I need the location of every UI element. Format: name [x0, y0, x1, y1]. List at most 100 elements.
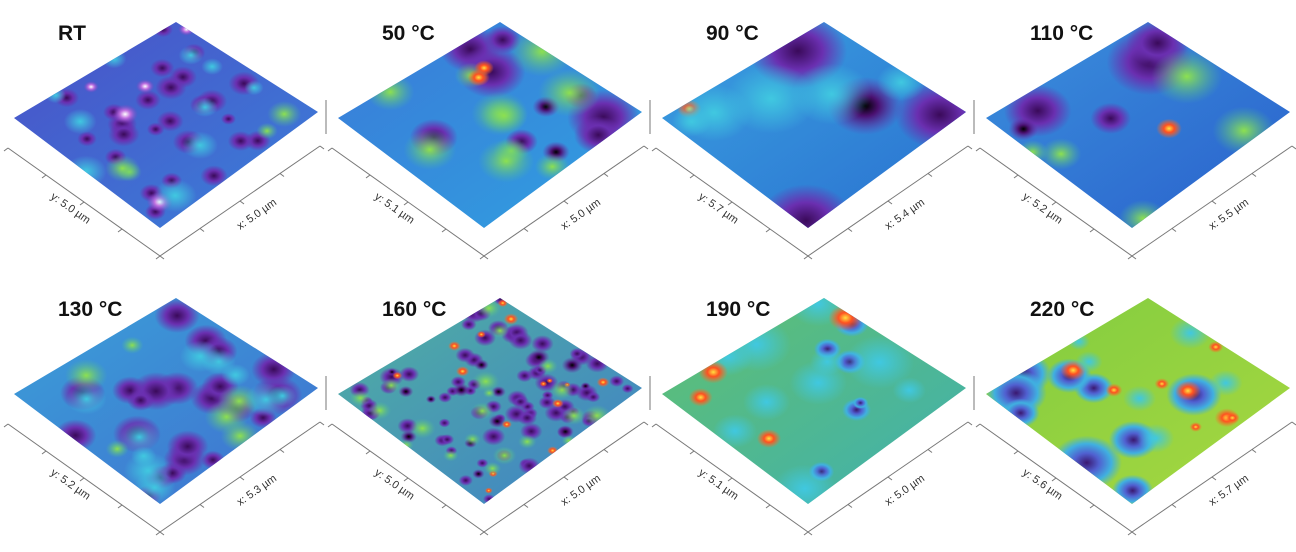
tick	[975, 147, 981, 152]
tick	[1291, 145, 1296, 150]
tick	[803, 531, 809, 536]
surface-feature	[256, 122, 278, 140]
tick	[1051, 477, 1057, 482]
tick	[727, 201, 733, 206]
tick	[403, 201, 409, 206]
surface-feature	[511, 395, 530, 409]
surface-feature	[596, 377, 610, 388]
afm-panel: 220 °Cy: 5.6 µm x: 5.7 µm	[975, 298, 1296, 536]
tick	[1131, 255, 1137, 260]
surface-feature	[876, 63, 926, 102]
tick	[483, 255, 489, 260]
tick	[1171, 228, 1177, 232]
surface-feature	[392, 371, 403, 380]
surface-feature	[105, 154, 140, 182]
surface-feature	[101, 49, 127, 69]
tick	[563, 476, 569, 481]
tick	[603, 173, 609, 177]
surface-feature	[539, 380, 548, 387]
tick	[1013, 174, 1019, 179]
surface-feature	[518, 457, 541, 475]
tick	[319, 145, 325, 150]
surface-feature	[892, 377, 926, 404]
y-axis-label: y: 5.0 µm	[372, 467, 416, 503]
surface-feature	[586, 391, 601, 403]
tick	[155, 531, 161, 536]
surface-feature	[153, 22, 173, 38]
tick	[1013, 450, 1019, 455]
surface-feature	[582, 404, 612, 427]
surface-feature	[1040, 138, 1082, 170]
surface-feature	[1189, 422, 1202, 432]
tick	[279, 449, 285, 453]
y-axis-label: y: 5.1 µm	[372, 191, 416, 227]
tick	[41, 450, 47, 455]
surface-feature	[251, 352, 297, 387]
surface-feature	[403, 129, 457, 171]
surface-feature	[501, 420, 512, 429]
surface-feature	[1075, 351, 1103, 373]
surface-feature	[368, 401, 392, 420]
tick	[689, 450, 695, 455]
tick	[159, 255, 165, 260]
surface-feature	[471, 402, 494, 420]
tick	[651, 423, 657, 428]
tick	[159, 531, 165, 536]
surface-feature	[1123, 385, 1157, 412]
surface-feature	[546, 378, 553, 384]
tick	[327, 147, 333, 152]
surface-feature	[517, 434, 537, 449]
surface-feature	[63, 108, 97, 135]
y-axis-label: y: 5.6 µm	[1020, 467, 1064, 503]
surface-feature	[1118, 199, 1168, 228]
surface-feature	[112, 104, 139, 125]
surface-feature	[150, 58, 175, 78]
surface-feature	[153, 179, 197, 213]
tick	[479, 531, 485, 536]
surface-feature	[398, 385, 414, 398]
tick	[1089, 504, 1095, 509]
surface-feature	[758, 184, 854, 228]
tick	[643, 145, 649, 150]
surface-feature	[130, 446, 157, 466]
surface-feature	[712, 414, 757, 448]
surface-feature	[135, 90, 161, 110]
tick	[967, 145, 973, 150]
surface-feature	[556, 425, 574, 439]
afm-panel: 50 °Cy: 5.1 µm x: 5.0 µm	[327, 22, 651, 260]
surface-feature	[569, 347, 585, 360]
surface-feature	[425, 395, 437, 404]
tick	[403, 477, 409, 482]
surface-feature	[585, 354, 609, 373]
tick	[927, 173, 933, 177]
afm-panel: 90 °Cy: 5.7 µm x: 5.4 µm	[651, 22, 975, 260]
tick	[1251, 449, 1257, 453]
surface-feature	[609, 375, 625, 387]
surface-feature	[458, 474, 473, 486]
surface-feature	[482, 494, 496, 504]
tick	[643, 421, 649, 426]
tick	[975, 423, 981, 428]
surface-feature	[547, 446, 559, 455]
surface-feature	[828, 304, 863, 331]
surface-feature	[492, 446, 517, 465]
surface-feature	[443, 449, 459, 462]
tick	[689, 174, 695, 179]
surface-feature	[382, 378, 401, 393]
tick	[651, 147, 657, 152]
surface-feature	[550, 380, 574, 400]
surface-feature	[1105, 383, 1123, 397]
surface-feature	[448, 341, 461, 351]
tick	[1131, 531, 1137, 536]
surface-feature	[481, 427, 506, 446]
surface-feature	[440, 434, 455, 445]
tick	[727, 477, 733, 482]
surface-feature	[464, 432, 481, 446]
surface-feature	[484, 487, 493, 494]
surface-feature	[349, 389, 372, 407]
tick	[479, 255, 485, 260]
tick	[1171, 504, 1177, 508]
surface-feature	[1067, 333, 1090, 351]
tick	[1127, 531, 1133, 536]
surface-feature	[1174, 380, 1201, 401]
